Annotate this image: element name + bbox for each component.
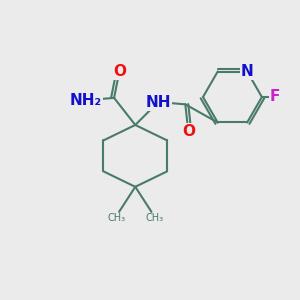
Text: F: F [270, 89, 280, 104]
Text: CH₃: CH₃ [146, 213, 164, 223]
Text: O: O [182, 124, 195, 139]
Text: NH: NH [146, 94, 171, 110]
Text: O: O [113, 64, 126, 79]
Text: N: N [241, 64, 253, 79]
Text: NH₂: NH₂ [70, 93, 102, 108]
Text: CH₃: CH₃ [107, 213, 125, 223]
